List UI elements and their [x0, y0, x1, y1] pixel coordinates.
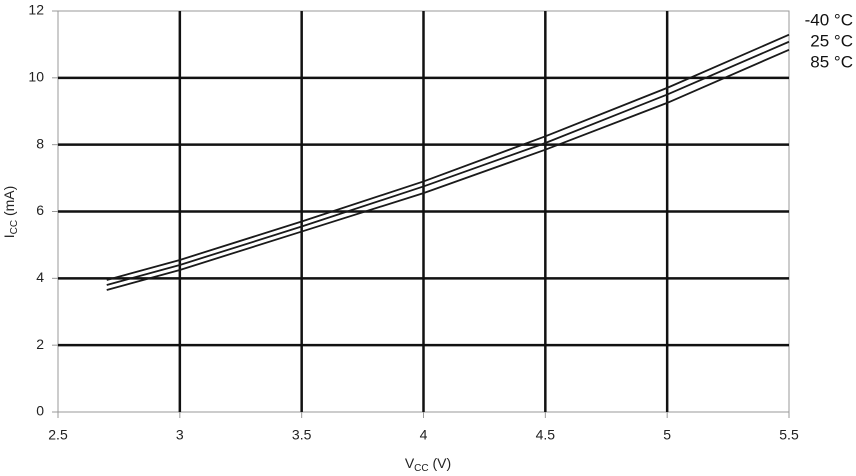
x-tick-label: 2.5 — [48, 427, 68, 443]
y-tick-label: 0 — [36, 403, 44, 419]
legend-label: 25 °C — [810, 31, 853, 50]
y-tick-label: 12 — [28, 2, 44, 18]
y-label-unit: (mA) — [1, 186, 17, 220]
legend-label: 85 °C — [810, 52, 853, 71]
y-tick-label: 2 — [36, 336, 44, 352]
y-tick-label: 4 — [36, 269, 44, 285]
x-label-sub: CC — [414, 463, 428, 474]
x-tick-label: 3 — [176, 427, 184, 443]
x-label-unit: (V) — [429, 455, 452, 471]
y-tick-label: 8 — [36, 135, 44, 151]
y-tick-label: 10 — [28, 69, 44, 85]
series-line — [106, 33, 790, 281]
y-label-sub: CC — [9, 220, 20, 234]
x-tick-label: 3.5 — [292, 427, 312, 443]
y-label-main: I — [1, 234, 17, 238]
x-tick-label: 4 — [420, 427, 428, 443]
y-tick-label: 6 — [36, 202, 44, 218]
x-label-main: V — [405, 455, 415, 471]
x-tick-label: 4.5 — [536, 427, 556, 443]
y-axis-label: ICC (mA) — [1, 186, 20, 239]
x-tick-label: 5 — [663, 427, 671, 443]
x-axis-label: VCC (V) — [405, 455, 451, 474]
x-tick-label: 5.5 — [779, 427, 799, 443]
series-line — [106, 48, 790, 291]
legend-label: -40 °C — [805, 10, 853, 29]
series-line — [106, 40, 790, 286]
